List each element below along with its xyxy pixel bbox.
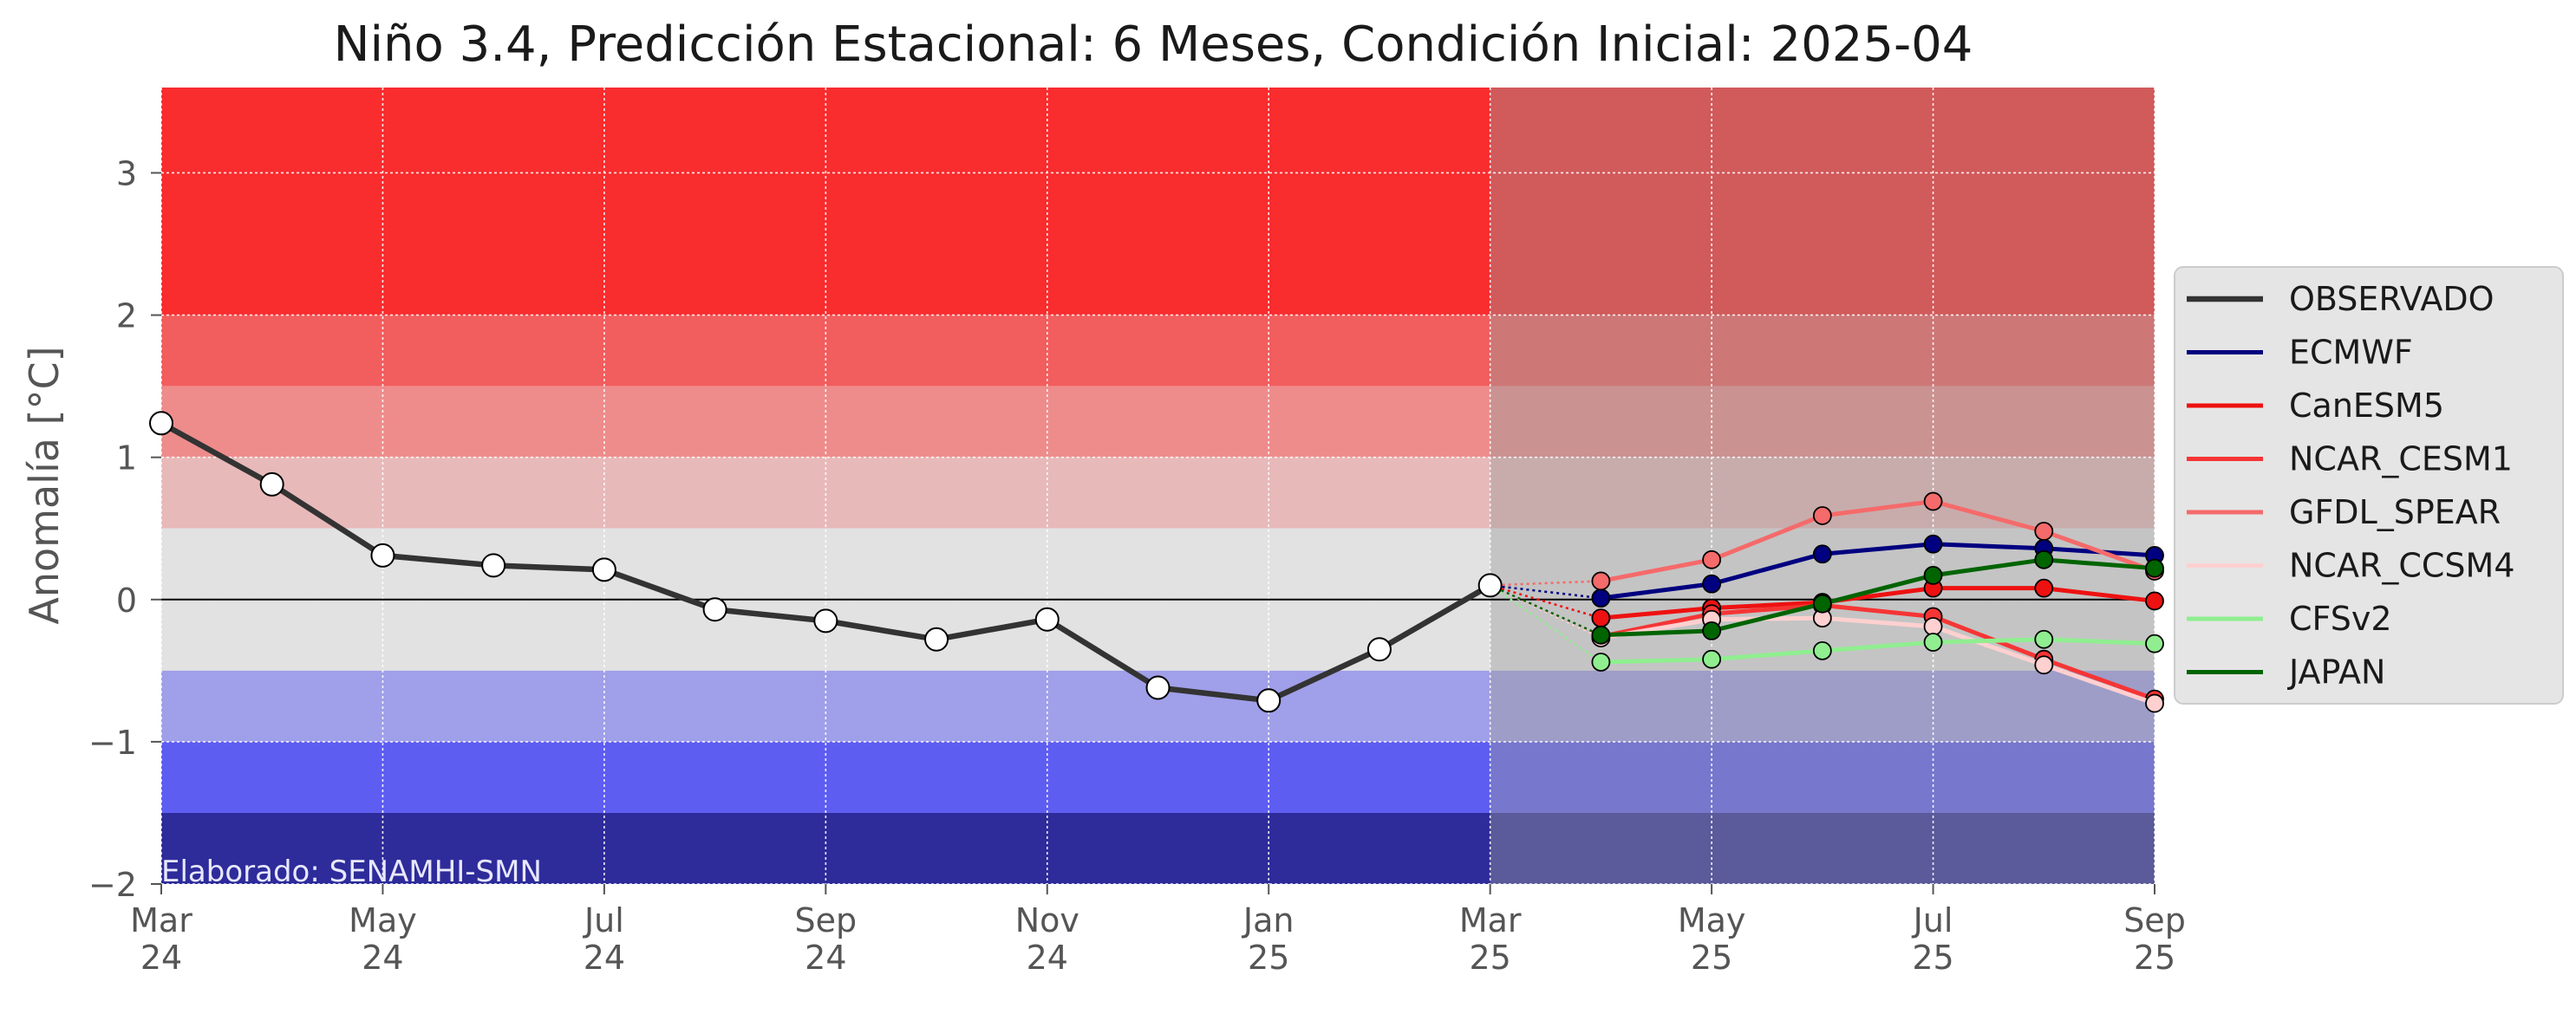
legend-label: CFSv2 — [2289, 600, 2392, 638]
y-tick-label: 2 — [116, 297, 137, 335]
y-tick-label: 0 — [116, 582, 137, 620]
data-point-canesm5 — [2145, 591, 2164, 611]
data-point-observado — [924, 627, 949, 652]
data-point-observado — [149, 411, 173, 436]
data-point-canesm5 — [2034, 578, 2054, 598]
band-0 — [161, 88, 2155, 315]
x-tick-label: Jan 25 — [1242, 901, 1295, 977]
data-point-cfsv2 — [1923, 633, 1943, 652]
series-line-gfdl-spear — [1600, 499, 2155, 583]
legend-label: NCAR_CESM1 — [2289, 440, 2513, 478]
credit-annotation: Elaborado: SENAMHI-SMN — [161, 855, 542, 889]
data-point-gfdl-spear — [1812, 506, 1832, 525]
data-point-cfsv2 — [2034, 629, 2054, 649]
legend: OBSERVADO ECMWF CanESM5 NCAR_CESM1 GFDL_SPEA… — [2174, 266, 2564, 705]
connector-canesm5 — [1490, 584, 1601, 620]
data-point-observado — [1145, 675, 1171, 700]
data-point-japan — [2145, 558, 2164, 578]
data-point-ecmwf — [1812, 544, 1832, 564]
data-point-ncar-ccsm4 — [2145, 693, 2164, 713]
x-tick-label: May 25 — [1678, 901, 1746, 977]
data-point-cfsv2 — [1591, 653, 1611, 672]
legend-label: OBSERVADO — [2289, 280, 2494, 318]
connector-gfdl_spear — [1490, 580, 1601, 587]
legend-label: CanESM5 — [2289, 387, 2444, 425]
axes: Mar 24 May 24 Jul 24 Sep 24 Nov 24 Jan 25 Mar 25 May 25… — [88, 154, 2186, 977]
series-layer — [149, 411, 2164, 713]
legend-label: GFDL_SPEAR — [2289, 493, 2501, 531]
series-line-ncar-ccsm4 — [1600, 615, 2155, 705]
y-tick-label: −1 — [88, 724, 137, 762]
y-axis-label: Anomalía [°C] — [21, 346, 68, 624]
series-line-ecmwf — [1601, 542, 2155, 601]
y-tick-label: 3 — [116, 154, 137, 192]
forecast-period-shade — [1490, 88, 2155, 884]
data-point-gfdl-spear — [2034, 522, 2054, 541]
data-point-ecmwf — [1702, 574, 1722, 594]
data-point-gfdl-spear — [1923, 491, 1943, 511]
data-point-observado — [481, 553, 506, 578]
data-point-cfsv2 — [1702, 649, 1722, 669]
data-point-cfsv2 — [2145, 634, 2164, 653]
connector-cfsv2 — [1489, 584, 1602, 664]
x-tick-label: Jul 25 — [1912, 901, 1954, 977]
data-point-observado — [1366, 637, 1392, 662]
series-line-canesm5 — [1601, 586, 2155, 621]
chart-title: Niño 3.4, Predicción Estacional: 6 Meses… — [334, 16, 1973, 73]
data-point-ecmwf — [1591, 588, 1611, 608]
y-tick-label: 1 — [116, 439, 137, 478]
data-point-canesm5 — [1591, 608, 1611, 628]
series-line-ncar-cesm1 — [1600, 602, 2155, 702]
band-1 — [161, 315, 2155, 387]
x-tick-label: Mar 24 — [130, 901, 192, 977]
x-tick-label: Sep 25 — [2123, 901, 2186, 977]
data-point-observado — [1256, 688, 1281, 713]
x-tick-label: Sep 24 — [795, 901, 858, 977]
data-point-observado — [1477, 573, 1503, 598]
legend-box — [2174, 266, 2564, 705]
legend-label: ECMWF — [2289, 334, 2413, 372]
y-tick-label: −2 — [88, 866, 137, 904]
data-point-ncar-ccsm4 — [2034, 655, 2054, 675]
x-tick-label: Mar 25 — [1459, 901, 1522, 977]
x-tick-label: Jul 24 — [583, 901, 625, 977]
data-point-observado — [702, 597, 727, 622]
data-point-observado — [370, 543, 395, 568]
connector-japan — [1490, 584, 1601, 636]
data-point-observado — [259, 471, 284, 497]
data-point-japan — [1591, 625, 1611, 645]
x-tick-label: Nov 24 — [1015, 901, 1079, 977]
data-point-observado — [1034, 607, 1060, 632]
series-line-japan — [1601, 557, 2155, 638]
legend-label: JAPAN — [2287, 653, 2385, 692]
data-point-japan — [1812, 594, 1832, 614]
data-point-ecmwf — [1923, 534, 1943, 554]
band-6 — [161, 741, 2155, 813]
data-point-ncar-ccsm4 — [1923, 617, 1943, 636]
data-point-japan — [2034, 549, 2054, 569]
series-line-cfsv2 — [1601, 637, 2155, 665]
data-point-observado — [591, 557, 616, 582]
data-point-gfdl-spear — [1702, 549, 1722, 569]
data-point-cfsv2 — [1812, 640, 1832, 660]
data-point-japan — [1702, 621, 1722, 640]
data-point-observado — [813, 608, 838, 634]
connector-ecmwf — [1490, 584, 1601, 600]
band-2 — [161, 386, 2155, 458]
x-tick-label: May 24 — [349, 901, 417, 977]
data-point-gfdl-spear — [1591, 571, 1611, 591]
data-point-japan — [1923, 565, 1943, 585]
band-7 — [161, 812, 2155, 884]
legend-label: NCAR_CCSM4 — [2289, 547, 2515, 585]
